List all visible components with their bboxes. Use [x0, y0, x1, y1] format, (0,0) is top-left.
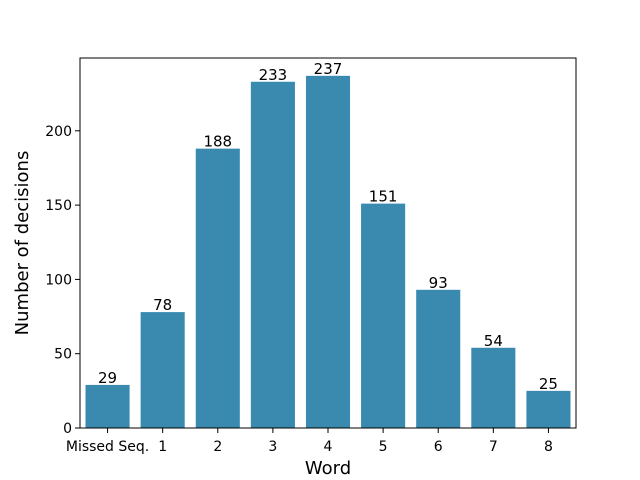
y-tick-label-1: 50 [54, 347, 72, 363]
x-axis-label: Word [305, 458, 351, 479]
data-labels-group: 29 78 188 233 237 151 93 54 25 [98, 60, 558, 393]
x-tick-label-5: 5 [379, 439, 388, 455]
x-tick-label-0: Missed Seq. [66, 439, 149, 455]
bar-5 [361, 203, 406, 428]
bar-2 [195, 148, 240, 428]
y-tick-label-4: 200 [45, 124, 72, 140]
bars-group [85, 75, 571, 429]
y-axis-label: Number of decisions [12, 151, 33, 336]
bar-6 [416, 289, 461, 428]
data-label-1: 78 [153, 296, 172, 314]
x-tick-label-8: 8 [544, 439, 553, 455]
data-label-3: 233 [259, 66, 288, 84]
data-label-7: 54 [484, 332, 503, 350]
x-axis-ticks: Missed Seq. 1 2 3 4 5 6 7 8 [66, 428, 553, 455]
data-label-8: 25 [539, 375, 558, 393]
x-tick-label-3: 3 [268, 439, 277, 455]
bar-4 [305, 75, 351, 428]
x-tick-label-1: 1 [158, 439, 167, 455]
bar-3 [250, 81, 295, 429]
x-tick-label-4: 4 [324, 439, 333, 455]
y-tick-label-2: 100 [45, 272, 72, 288]
data-label-2: 188 [203, 133, 232, 151]
x-tick-label-2: 2 [213, 439, 222, 455]
data-label-4: 237 [314, 60, 343, 78]
data-label-6: 93 [429, 274, 448, 292]
bar-8 [526, 390, 571, 428]
bar-7 [471, 347, 516, 428]
y-tick-label-3: 150 [45, 198, 72, 214]
y-axis-ticks: 0 50 100 150 200 [45, 124, 80, 437]
x-tick-label-6: 6 [434, 439, 443, 455]
bar-1 [140, 312, 185, 428]
y-tick-label-0: 0 [63, 421, 72, 437]
x-tick-label-7: 7 [489, 439, 498, 455]
bar-0 [85, 384, 130, 428]
data-label-5: 151 [369, 188, 398, 206]
data-label-0: 29 [98, 369, 117, 387]
